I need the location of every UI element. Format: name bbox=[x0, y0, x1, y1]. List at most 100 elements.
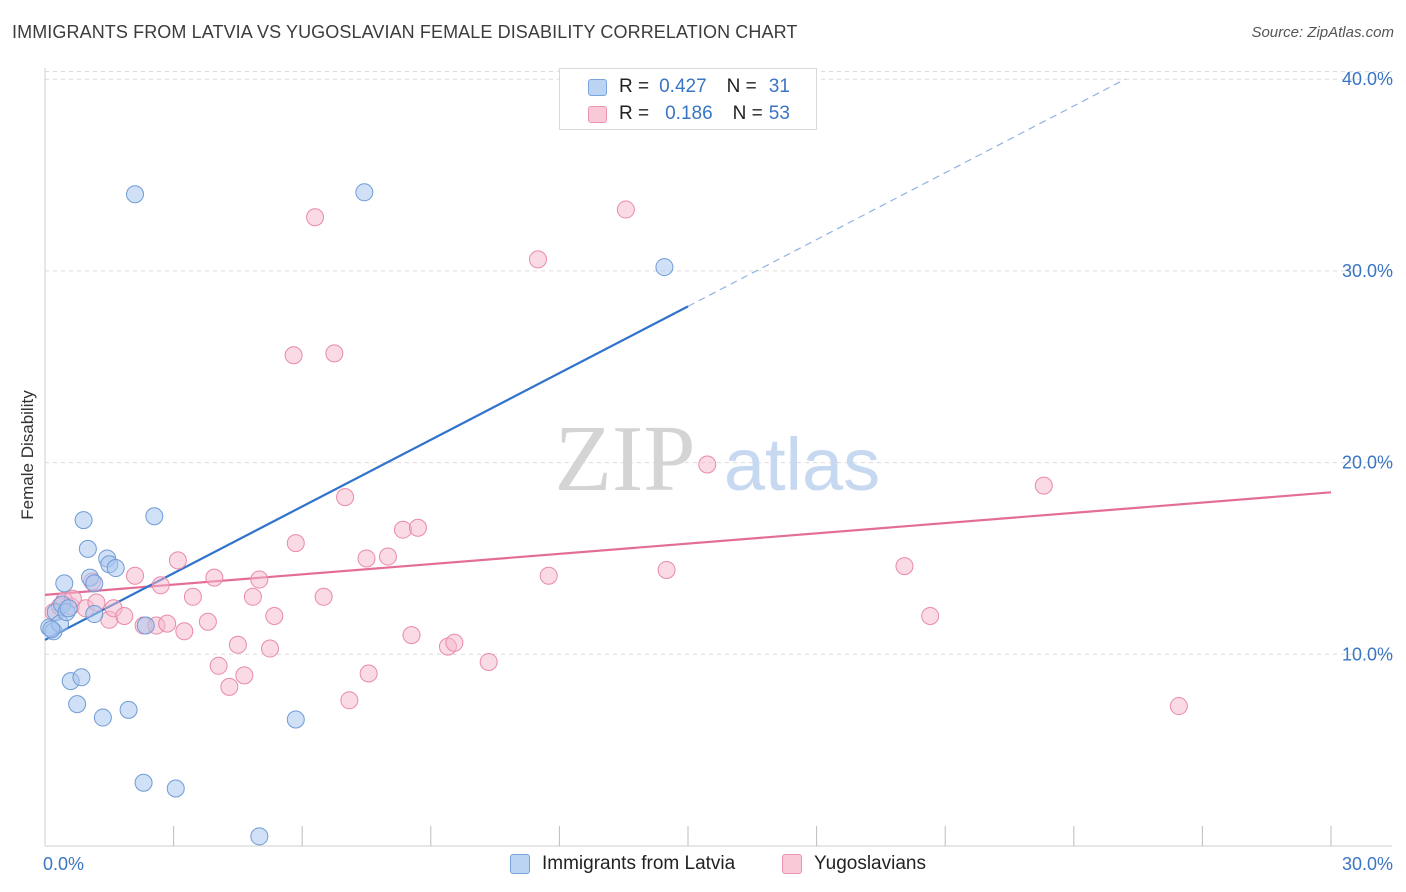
data-point-yugoslavians bbox=[284, 346, 303, 365]
legend-row-yugoslavians: R = 0.186 N = 53 bbox=[560, 101, 790, 127]
data-point-latvia bbox=[655, 258, 674, 277]
data-point-yugoslavians bbox=[479, 652, 498, 671]
legend-r-value: 0.427 bbox=[659, 76, 707, 97]
x-tick-label: 0.0% bbox=[43, 854, 84, 874]
axes bbox=[44, 68, 1392, 847]
y-tick-label: 20.0% bbox=[1342, 453, 1393, 473]
legend-swatch-pink bbox=[782, 854, 802, 874]
data-point-yugoslavians bbox=[250, 570, 269, 589]
data-point-yugoslavians bbox=[539, 566, 558, 585]
data-point-yugoslavians bbox=[261, 639, 280, 658]
data-point-latvia bbox=[355, 183, 374, 202]
data-point-latvia bbox=[85, 605, 104, 624]
data-point-yugoslavians bbox=[393, 520, 412, 539]
legend-swatch-blue bbox=[588, 78, 607, 96]
legend-r-value: 0.186 bbox=[665, 103, 713, 124]
data-point-yugoslavians bbox=[408, 518, 427, 537]
data-point-latvia bbox=[42, 620, 61, 639]
legend-item-latvia[interactable]: Immigrants from Latvia bbox=[510, 851, 735, 877]
tick-labels: 10.0% 20.0% 30.0% 40.0% 0.0% 30.0% bbox=[43, 69, 1393, 874]
data-point-yugoslavians bbox=[183, 587, 202, 606]
data-point-yugoslavians bbox=[445, 633, 464, 652]
data-point-yugoslavians bbox=[286, 534, 305, 553]
legend-item-label: Yugoslavians bbox=[814, 853, 926, 874]
data-point-yugoslavians bbox=[228, 635, 247, 654]
data-point-yugoslavians bbox=[306, 208, 325, 227]
data-point-yugoslavians bbox=[616, 200, 635, 219]
series-latvia bbox=[40, 183, 674, 846]
legend-n-label: N = bbox=[732, 103, 763, 124]
source-label: Source: ZipAtlas.com bbox=[1251, 24, 1394, 41]
chart-title: IMMIGRANTS FROM LATVIA VS YUGOSLAVIAN FE… bbox=[12, 22, 798, 42]
legend-swatch-blue bbox=[510, 854, 530, 874]
data-point-latvia bbox=[68, 695, 87, 714]
data-point-yugoslavians bbox=[336, 488, 355, 507]
watermark-zip: ZIP bbox=[555, 407, 696, 511]
data-point-yugoslavians bbox=[168, 551, 187, 570]
data-point-yugoslavians bbox=[325, 344, 344, 363]
watermark: ZIP atlas bbox=[555, 407, 881, 511]
watermark-atlas: atlas bbox=[724, 423, 880, 506]
legend-n-value: 53 bbox=[768, 103, 790, 124]
gridlines bbox=[45, 71, 1392, 655]
data-point-yugoslavians bbox=[402, 626, 421, 645]
series-legend: Immigrants from Latvia Yugoslavians bbox=[0, 851, 1406, 877]
data-point-yugoslavians bbox=[340, 691, 359, 710]
data-point-yugoslavians bbox=[205, 568, 224, 587]
legend-row-latvia: R = 0.427 N = 31 bbox=[560, 74, 790, 100]
data-point-latvia bbox=[72, 668, 91, 687]
data-point-latvia bbox=[85, 574, 104, 593]
data-point-latvia bbox=[59, 599, 78, 618]
data-point-latvia bbox=[126, 185, 145, 204]
stats-legend: R = 0.427 N = 31 R = 0.186 N = 53 bbox=[559, 68, 817, 130]
y-tick-label: 30.0% bbox=[1342, 261, 1393, 281]
data-point-yugoslavians bbox=[528, 250, 547, 269]
data-point-yugoslavians bbox=[175, 622, 194, 641]
data-point-latvia bbox=[55, 574, 74, 593]
legend-item-label: Immigrants from Latvia bbox=[542, 853, 736, 874]
data-point-yugoslavians bbox=[198, 612, 217, 631]
series-yugoslavians bbox=[44, 200, 1188, 716]
data-point-yugoslavians bbox=[314, 587, 333, 606]
legend-swatch-pink bbox=[588, 105, 607, 123]
legend-r-label: R = bbox=[619, 103, 650, 124]
y-tick-label: 10.0% bbox=[1342, 644, 1393, 664]
data-point-latvia bbox=[119, 700, 138, 719]
data-point-yugoslavians bbox=[158, 614, 177, 633]
data-point-yugoslavians bbox=[657, 560, 676, 579]
data-point-latvia bbox=[145, 507, 164, 526]
legend-n-value: 31 bbox=[768, 76, 790, 97]
data-point-latvia bbox=[250, 827, 269, 846]
data-point-yugoslavians bbox=[220, 677, 239, 696]
data-point-yugoslavians bbox=[115, 606, 134, 625]
data-point-latvia bbox=[166, 779, 185, 798]
trend-line-latvia-extension bbox=[687, 78, 1126, 307]
trend-lines bbox=[44, 78, 1332, 641]
data-point-latvia bbox=[74, 511, 93, 530]
x-tick-label: 30.0% bbox=[1342, 854, 1393, 874]
data-point-latvia bbox=[134, 773, 153, 792]
data-point-yugoslavians bbox=[698, 455, 717, 474]
legend-item-yugoslavians[interactable]: Yugoslavians bbox=[782, 851, 926, 877]
data-point-latvia bbox=[136, 616, 155, 635]
data-point-yugoslavians bbox=[209, 656, 228, 675]
data-point-yugoslavians bbox=[378, 547, 397, 566]
data-point-latvia bbox=[78, 539, 97, 558]
data-point-yugoslavians bbox=[151, 576, 170, 595]
y-tick-label: 40.0% bbox=[1342, 69, 1393, 89]
data-point-yugoslavians bbox=[357, 549, 376, 568]
data-point-yugoslavians bbox=[359, 664, 378, 683]
data-point-latvia bbox=[106, 559, 125, 578]
data-point-yugoslavians bbox=[1034, 476, 1053, 495]
data-point-yugoslavians bbox=[265, 606, 284, 625]
legend-n-label: N = bbox=[726, 76, 757, 97]
data-point-yugoslavians bbox=[235, 666, 254, 685]
data-point-latvia bbox=[93, 708, 112, 727]
data-point-yugoslavians bbox=[243, 587, 262, 606]
data-point-latvia bbox=[286, 710, 305, 729]
data-point-yugoslavians bbox=[1169, 697, 1188, 716]
data-point-yugoslavians bbox=[895, 557, 914, 576]
data-point-yugoslavians bbox=[126, 566, 145, 585]
legend-r-label: R = bbox=[619, 76, 650, 97]
